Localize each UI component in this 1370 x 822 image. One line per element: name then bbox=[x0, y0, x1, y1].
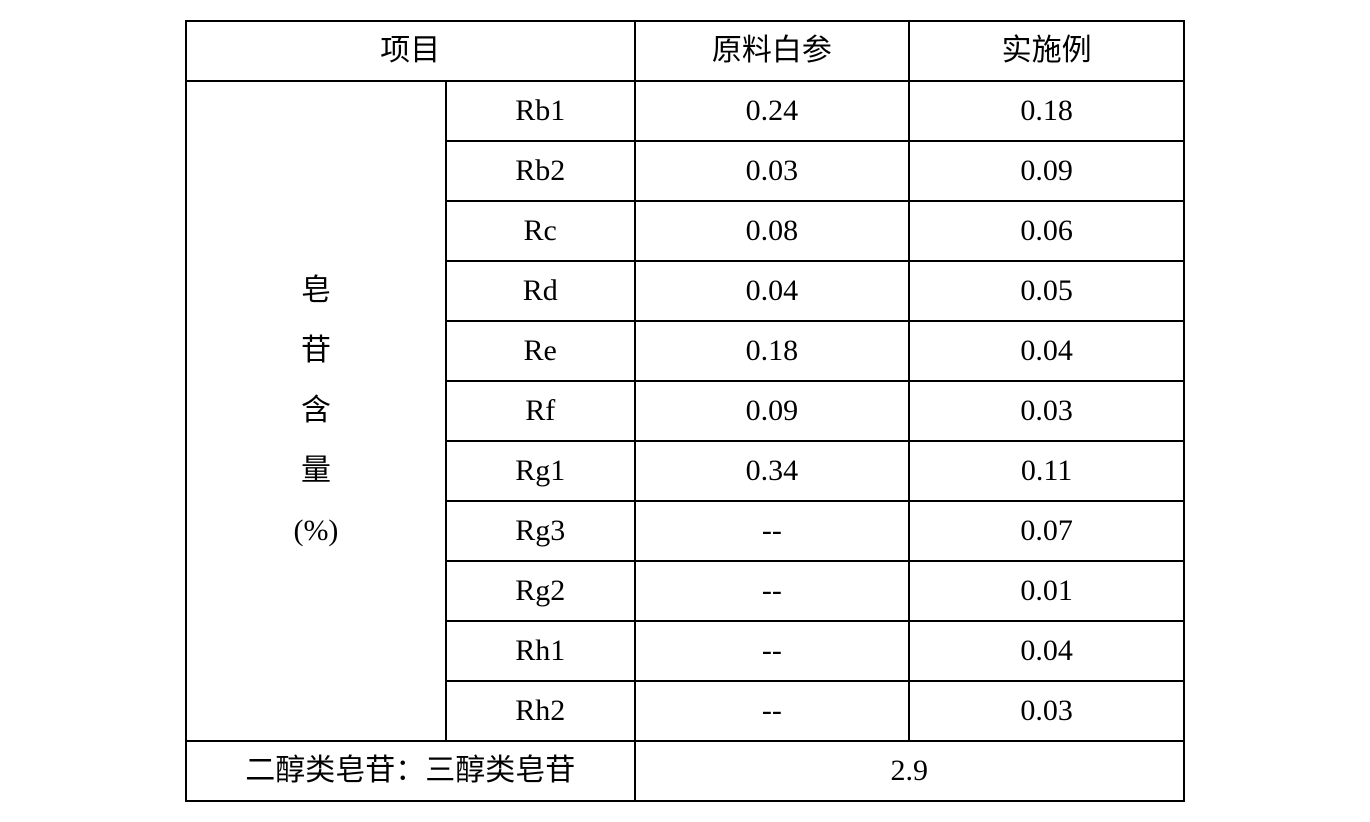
row-name: Rb2 bbox=[446, 141, 635, 201]
cell-c2: 0.04 bbox=[909, 621, 1184, 681]
cell-c2: 0.11 bbox=[909, 441, 1184, 501]
row-name: Rd bbox=[446, 261, 635, 321]
row-name: Re bbox=[446, 321, 635, 381]
table-row: 皂 苷 含 量 (%) Rb1 0.24 0.18 bbox=[186, 81, 1184, 141]
row-name: Rg2 bbox=[446, 561, 635, 621]
footer-label: 二醇类皂苷：三醇类皂苷 bbox=[186, 741, 635, 801]
header-item: 项目 bbox=[186, 21, 635, 81]
row-name: Rg3 bbox=[446, 501, 635, 561]
cell-c1: -- bbox=[635, 561, 910, 621]
cell-c2: 0.06 bbox=[909, 201, 1184, 261]
header-col2: 实施例 bbox=[909, 21, 1184, 81]
row-name: Rf bbox=[446, 381, 635, 441]
cell-c1: 0.34 bbox=[635, 441, 910, 501]
cell-c2: 0.18 bbox=[909, 81, 1184, 141]
data-table: 项目 原料白参 实施例 皂 苷 含 量 (%) Rb1 0.24 0.18 Rb… bbox=[185, 20, 1185, 802]
cell-c1: 0.24 bbox=[635, 81, 910, 141]
cell-c1: 0.03 bbox=[635, 141, 910, 201]
row-name: Rb1 bbox=[446, 81, 635, 141]
footer-row: 二醇类皂苷：三醇类皂苷 2.9 bbox=[186, 741, 1184, 801]
cell-c2: 0.03 bbox=[909, 381, 1184, 441]
cell-c2: 0.05 bbox=[909, 261, 1184, 321]
row-name: Rc bbox=[446, 201, 635, 261]
cell-c1: 0.08 bbox=[635, 201, 910, 261]
footer-value: 2.9 bbox=[635, 741, 1184, 801]
cell-c2: 0.01 bbox=[909, 561, 1184, 621]
cell-c1: 0.04 bbox=[635, 261, 910, 321]
cell-c1: 0.09 bbox=[635, 381, 910, 441]
cell-c2: 0.04 bbox=[909, 321, 1184, 381]
cell-c1: -- bbox=[635, 681, 910, 741]
cell-c1: -- bbox=[635, 621, 910, 681]
header-row: 项目 原料白参 实施例 bbox=[186, 21, 1184, 81]
cell-c2: 0.03 bbox=[909, 681, 1184, 741]
row-name: Rg1 bbox=[446, 441, 635, 501]
row-name: Rh2 bbox=[446, 681, 635, 741]
row-name: Rh1 bbox=[446, 621, 635, 681]
header-col1: 原料白参 bbox=[635, 21, 910, 81]
cell-c2: 0.09 bbox=[909, 141, 1184, 201]
row-group-label: 皂 苷 含 量 (%) bbox=[186, 81, 446, 741]
cell-c2: 0.07 bbox=[909, 501, 1184, 561]
cell-c1: 0.18 bbox=[635, 321, 910, 381]
cell-c1: -- bbox=[635, 501, 910, 561]
